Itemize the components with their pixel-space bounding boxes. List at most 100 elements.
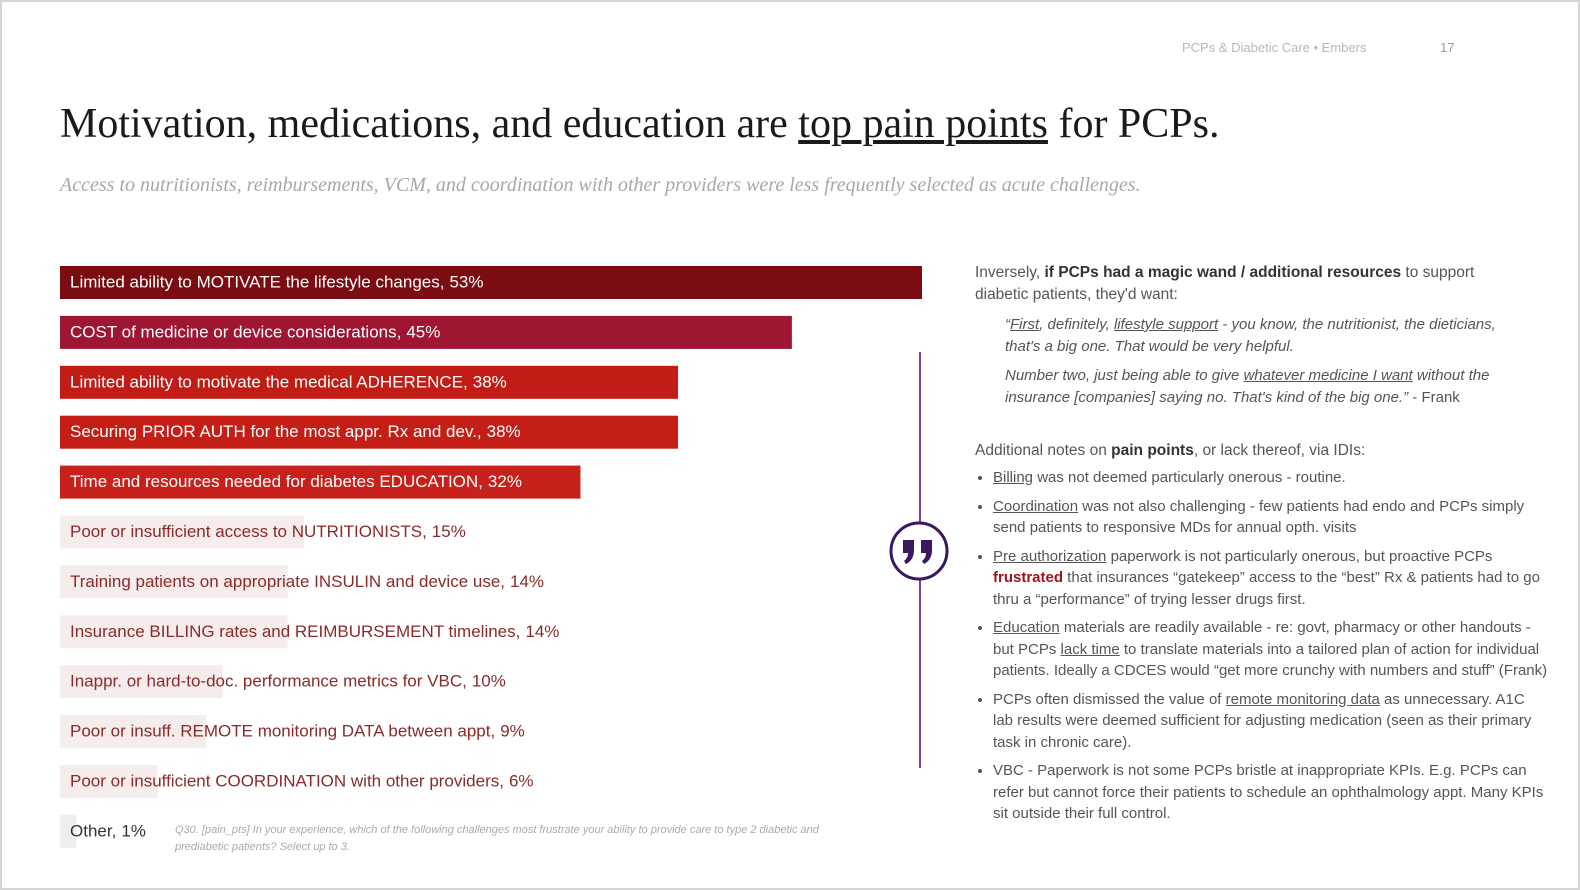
footnote: Q30. [pain_pts] In your experience, whic… xyxy=(175,824,819,853)
text-run: frustrated xyxy=(993,569,1064,586)
bar xyxy=(60,715,207,749)
text-run: lack time xyxy=(1060,640,1120,658)
category-label: Limited ability to motivate the medical … xyxy=(70,373,468,392)
bullet: Pre authorization paperwork is not parti… xyxy=(993,546,1548,611)
bar xyxy=(60,814,77,848)
bullet: Education materials are readily availabl… xyxy=(993,617,1548,682)
value-label: 14% xyxy=(510,572,544,591)
text-run: PCPs often dismissed the value of xyxy=(993,690,1226,708)
category-label: Training patients on appropriate INSULIN… xyxy=(70,572,505,591)
bullet: VBC - Paperwork is not some PCPs bristle… xyxy=(993,760,1548,825)
value-label: 45% xyxy=(406,323,440,342)
notes-intro: Inversely, if PCPs had a magic wand / ad… xyxy=(975,262,1520,306)
text-run: to support diabetic patients, they'd wan… xyxy=(975,264,1475,303)
bar xyxy=(60,315,792,349)
text-run: whatever medicine I want xyxy=(1243,367,1413,384)
category-label: Insurance BILLING rates and REIMBURSEMEN… xyxy=(70,622,520,641)
category-label: Securing PRIOR AUTH for the most appr. R… xyxy=(70,423,482,442)
text-run: Education xyxy=(993,619,1060,636)
value-label: 38% xyxy=(473,373,507,392)
value-label: 1% xyxy=(121,822,146,841)
text-run: pain points xyxy=(1111,442,1194,459)
text-run: VBC - Paperwork is not some PCPs bristle… xyxy=(993,762,1544,822)
bar xyxy=(60,415,679,449)
text-run: was not also challenging - few patients … xyxy=(993,497,1525,537)
text-run: materials are readily available - re: go… xyxy=(993,619,1531,658)
bullet: Billing was not deemed particularly oner… xyxy=(993,467,1548,489)
quote-paragraph: “First, definitely, lifestyle support - … xyxy=(1005,314,1515,357)
bar-label: Training patients on appropriate INSULIN… xyxy=(70,572,544,591)
bar xyxy=(60,615,288,649)
bar-label: COST of medicine or device consideration… xyxy=(70,323,440,342)
bar xyxy=(60,465,581,499)
value-label: 9% xyxy=(500,722,525,741)
category-label: Inappr. or hard-to-doc. performance metr… xyxy=(70,672,467,691)
category-label: Poor or insufficient COORDINATION with o… xyxy=(70,772,504,791)
bar xyxy=(60,665,223,699)
text-run: top pain points xyxy=(798,101,1048,147)
text-run: , definitely, xyxy=(1039,316,1114,333)
quote-icon xyxy=(889,521,949,581)
bar-label: Poor or insufficient COORDINATION with o… xyxy=(70,772,534,791)
bar-label: Poor or insuff. REMOTE monitoring DATA b… xyxy=(70,722,525,741)
bar-label: Other, 1% xyxy=(70,822,146,841)
text-run: Pre authorization xyxy=(993,547,1107,565)
text-run: Billing xyxy=(993,469,1034,486)
text-run: First xyxy=(1010,316,1040,333)
bar xyxy=(60,266,922,299)
text-run: remote monitoring data xyxy=(1225,690,1380,708)
category-label: COST of medicine or device consideration… xyxy=(70,323,401,342)
text-run: lifestyle support xyxy=(1113,316,1219,333)
text-run: to translate materials into a tailored p… xyxy=(993,640,1548,680)
category-label: Limited ability to MOTIVATE the lifestyl… xyxy=(70,273,444,292)
bar-label: Time and resources needed for diabetes E… xyxy=(70,473,522,492)
value-label: 32% xyxy=(488,473,522,492)
text-run: Additional notes on xyxy=(975,442,1112,459)
value-label: 6% xyxy=(509,772,534,791)
text-run: Motivation, medications, and education a… xyxy=(60,101,799,147)
category-label: Other, xyxy=(70,822,116,841)
bar xyxy=(60,565,288,599)
category-label: Time and resources needed for diabetes E… xyxy=(70,473,483,492)
text-run: as unnecessary. A1C lab results were dee… xyxy=(993,690,1532,751)
notes-bullets: Billing was not deemed particularly oner… xyxy=(975,467,1548,832)
text-run: “ xyxy=(1005,316,1010,333)
value-label: 10% xyxy=(472,672,506,691)
text-run: Coordination xyxy=(993,497,1079,515)
text-run: for PCPs. xyxy=(1047,101,1220,147)
quote-paragraph: Number two, just being able to give what… xyxy=(1005,365,1515,408)
chart: Limited ability to MOTIVATE the lifestyl… xyxy=(60,266,949,848)
bar-label: Insurance BILLING rates and REIMBURSEMEN… xyxy=(70,622,559,641)
notes-heading: Additional notes on pain points, or lack… xyxy=(975,440,1520,462)
text-run: was not deemed particularly onerous - ro… xyxy=(1033,469,1346,486)
text-run: without the insurance [companies] saying… xyxy=(1005,367,1490,406)
bar-label: Inappr. or hard-to-doc. performance metr… xyxy=(70,672,506,691)
category-label: Poor or insufficient access to NUTRITION… xyxy=(70,522,427,541)
value-label: 15% xyxy=(432,522,466,541)
text-run: - Frank xyxy=(1408,388,1460,406)
text-run: - you know, the nutritionist, the dietic… xyxy=(1005,316,1496,355)
text-run: Inversely, xyxy=(975,264,1045,281)
bar-label: Limited ability to motivate the medical … xyxy=(70,373,507,392)
bullet: Coordination was not also challenging - … xyxy=(993,496,1548,539)
value-label: 38% xyxy=(487,423,521,442)
bar xyxy=(60,515,304,549)
bar xyxy=(60,765,158,798)
text-run: Number two, just being able to give xyxy=(1005,367,1244,384)
text-run: paperwork is not particularly onerous, b… xyxy=(1106,547,1493,565)
slide-subtitle: Access to nutritionists, reimbursements,… xyxy=(60,174,1141,196)
bullet: PCPs often dismissed the value of remote… xyxy=(993,689,1548,754)
quote-mark xyxy=(903,540,932,564)
category-label: Poor or insuff. REMOTE monitoring DATA b… xyxy=(70,722,495,741)
text-run: , or lack thereof, via IDIs: xyxy=(1193,442,1366,459)
bar-label: Limited ability to MOTIVATE the lifestyl… xyxy=(70,273,484,292)
page-number: 17 xyxy=(1440,40,1455,55)
slide-title: Motivation, medications, and education a… xyxy=(60,100,1220,148)
text-run: that insurances “gatekeep” access to the… xyxy=(993,569,1540,608)
bar xyxy=(60,365,679,399)
bar-label: Poor or insufficient access to NUTRITION… xyxy=(70,522,466,541)
value-label: 53% xyxy=(449,273,483,292)
notes-quote: “First, definitely, lifestyle support - … xyxy=(1005,314,1515,416)
